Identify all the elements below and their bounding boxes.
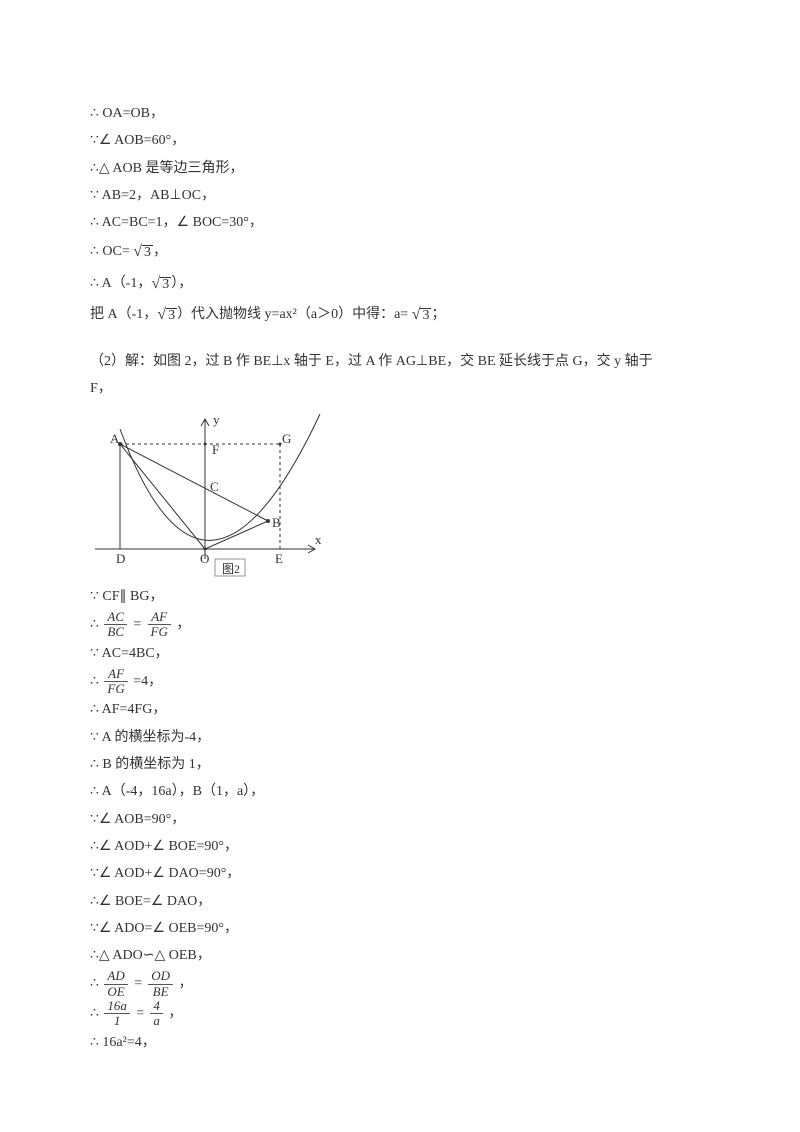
text-line: ∵ A 的横坐标为-4，: [90, 724, 710, 751]
text-line-a-point: ∴ A（-1，√3），: [90, 268, 710, 299]
fraction: 16a1: [104, 999, 130, 1029]
text-line: ∵∠ AOD+∠ DAO=90°，: [90, 860, 710, 887]
text-line: ∴∠ BOE=∠ DAO，: [90, 888, 710, 915]
figure-2-diagram: A F G C B x y D O E 图2: [90, 409, 710, 579]
label-C: C: [210, 479, 219, 494]
fraction-line-1: ∴ ACBC = AFFG ，: [90, 610, 710, 640]
text-line: ∵∠ ADO=∠ OEB=90°，: [90, 915, 710, 942]
text-line: ∴ AC=BC=1，∠ BOC=30°，: [90, 209, 710, 236]
fraction-line-4: ∴ 16a1 = 4a ，: [90, 999, 710, 1029]
label-D: D: [116, 551, 125, 566]
text-line: ∴ B 的横坐标为 1，: [90, 751, 710, 778]
text-line: ∴△ AOB 是等边三角形，: [90, 155, 710, 182]
text: ∴: [90, 674, 102, 689]
part2-intro: （2）解：如图 2，过 B 作 BE⊥x 轴于 E，过 A 作 AG⊥BE，交 …: [90, 348, 710, 375]
text: ∴: [90, 1006, 102, 1021]
fraction: ADOE: [104, 969, 127, 999]
text-line: ∴ 16a²=4，: [90, 1029, 710, 1056]
sqrt-icon: √3: [157, 299, 177, 330]
sqrt-icon: √3: [133, 236, 153, 267]
text-line: ∵∠ AOB=60°，: [90, 127, 710, 154]
text: 把 A（-1，: [90, 307, 157, 322]
text-line: ∵ AB=2，AB⊥OC，: [90, 182, 710, 209]
equals: =: [135, 1006, 144, 1021]
text-line: ∵∠ AOB=90°，: [90, 806, 710, 833]
text: ，: [176, 617, 190, 632]
label-y: y: [213, 412, 220, 427]
equals: =: [133, 617, 142, 632]
fraction: ACBC: [104, 610, 127, 640]
label-O: O: [200, 551, 209, 566]
text: ∴ OC=: [90, 244, 133, 259]
sqrt-icon: √3: [412, 299, 432, 330]
label-A: A: [110, 431, 120, 446]
text: ；: [431, 307, 445, 322]
fraction: AFFG: [148, 610, 171, 640]
fraction: ODBE: [148, 969, 173, 999]
text: ，: [179, 976, 193, 991]
label-G: G: [282, 431, 291, 446]
text: ∴: [90, 617, 102, 632]
text-line: ∵ AC=4BC，: [90, 640, 710, 667]
fraction: AFFG: [104, 667, 127, 697]
text: ，: [153, 244, 167, 259]
text: ，: [168, 1006, 182, 1021]
text: ∴: [90, 976, 102, 991]
text-line: ∴△ ADO∽△ OEB，: [90, 942, 710, 969]
equals: =: [133, 976, 142, 991]
text-line: ∴∠ AOD+∠ BOE=90°，: [90, 833, 710, 860]
fraction-line-3: ∴ ADOE = ODBE ，: [90, 969, 710, 999]
text: =4，: [133, 674, 162, 689]
sqrt-icon: √3: [151, 268, 171, 299]
text: ）代入抛物线 y=ax²（a＞0）中得：a=: [177, 307, 412, 322]
label-E: E: [275, 551, 283, 566]
fraction-line-2: ∴ AFFG =4，: [90, 667, 710, 697]
text: ），: [171, 275, 192, 290]
text: ∴ A（-1，: [90, 275, 151, 290]
part2-intro2: F，: [90, 375, 710, 402]
text-line: ∴ AF=4FG，: [90, 696, 710, 723]
label-x: x: [315, 532, 322, 547]
label-fig2: 图2: [222, 562, 240, 576]
label-B: B: [272, 515, 281, 530]
text-line-oc: ∴ OC= √3，: [90, 236, 710, 267]
label-F: F: [212, 442, 219, 457]
fraction: 4a: [150, 999, 163, 1029]
text-line-sub: 把 A（-1，√3）代入抛物线 y=ax²（a＞0）中得：a= √3；: [90, 299, 710, 330]
text-line: ∵ CF∥ BG，: [90, 583, 710, 610]
text-line: ∴ A（-4，16a），B（1，a），: [90, 778, 710, 805]
text-line: ∴ OA=OB，: [90, 100, 710, 127]
